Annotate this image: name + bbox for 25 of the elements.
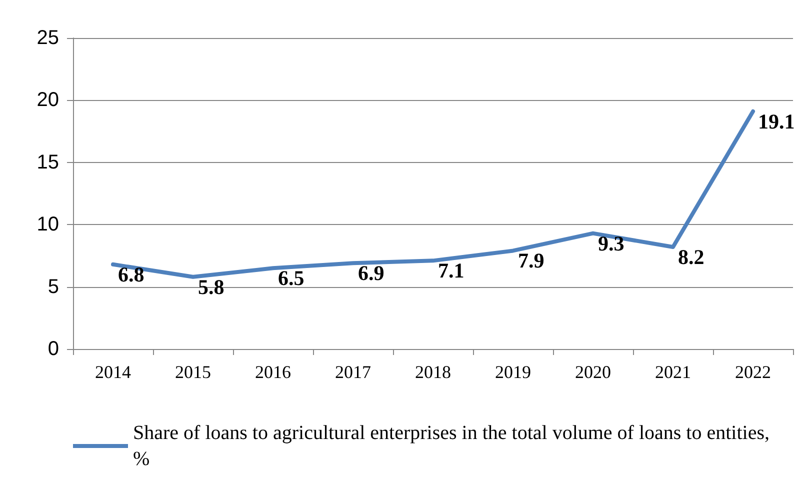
x-tick-label: 2019 <box>495 362 531 382</box>
data-label: 5.8 <box>198 274 224 299</box>
y-tick-label: 0 <box>48 338 59 360</box>
data-label: 6.5 <box>278 266 304 290</box>
y-tick-label: 25 <box>36 27 59 49</box>
x-tick-label: 2018 <box>415 362 451 382</box>
y-tick-label: 15 <box>36 151 59 174</box>
data-label: 8.2 <box>678 244 704 269</box>
x-tick-label: 2020 <box>575 362 611 382</box>
y-tick-label: 5 <box>48 276 59 298</box>
x-tick-label: 2017 <box>335 362 371 382</box>
data-label: 7.9 <box>518 248 544 273</box>
x-tick-label: 2014 <box>95 362 131 382</box>
x-tick-label: 2015 <box>175 362 211 382</box>
data-label: 6.9 <box>358 261 384 286</box>
data-label: 9.3 <box>598 231 624 256</box>
data-label: 6.8 <box>118 262 144 286</box>
y-tick-label: 10 <box>36 214 59 236</box>
data-label: 19.1 <box>758 109 795 134</box>
y-tick-label: 20 <box>36 89 59 112</box>
x-tick-label: 2016 <box>255 362 291 382</box>
x-tick-label: 2021 <box>655 362 691 382</box>
x-tick-label: 2022 <box>735 362 771 382</box>
legend-label: Share of loans to agricultural enterprises in the total volume of loans to entities, % <box>133 422 775 470</box>
data-label: 7.1 <box>438 258 464 283</box>
